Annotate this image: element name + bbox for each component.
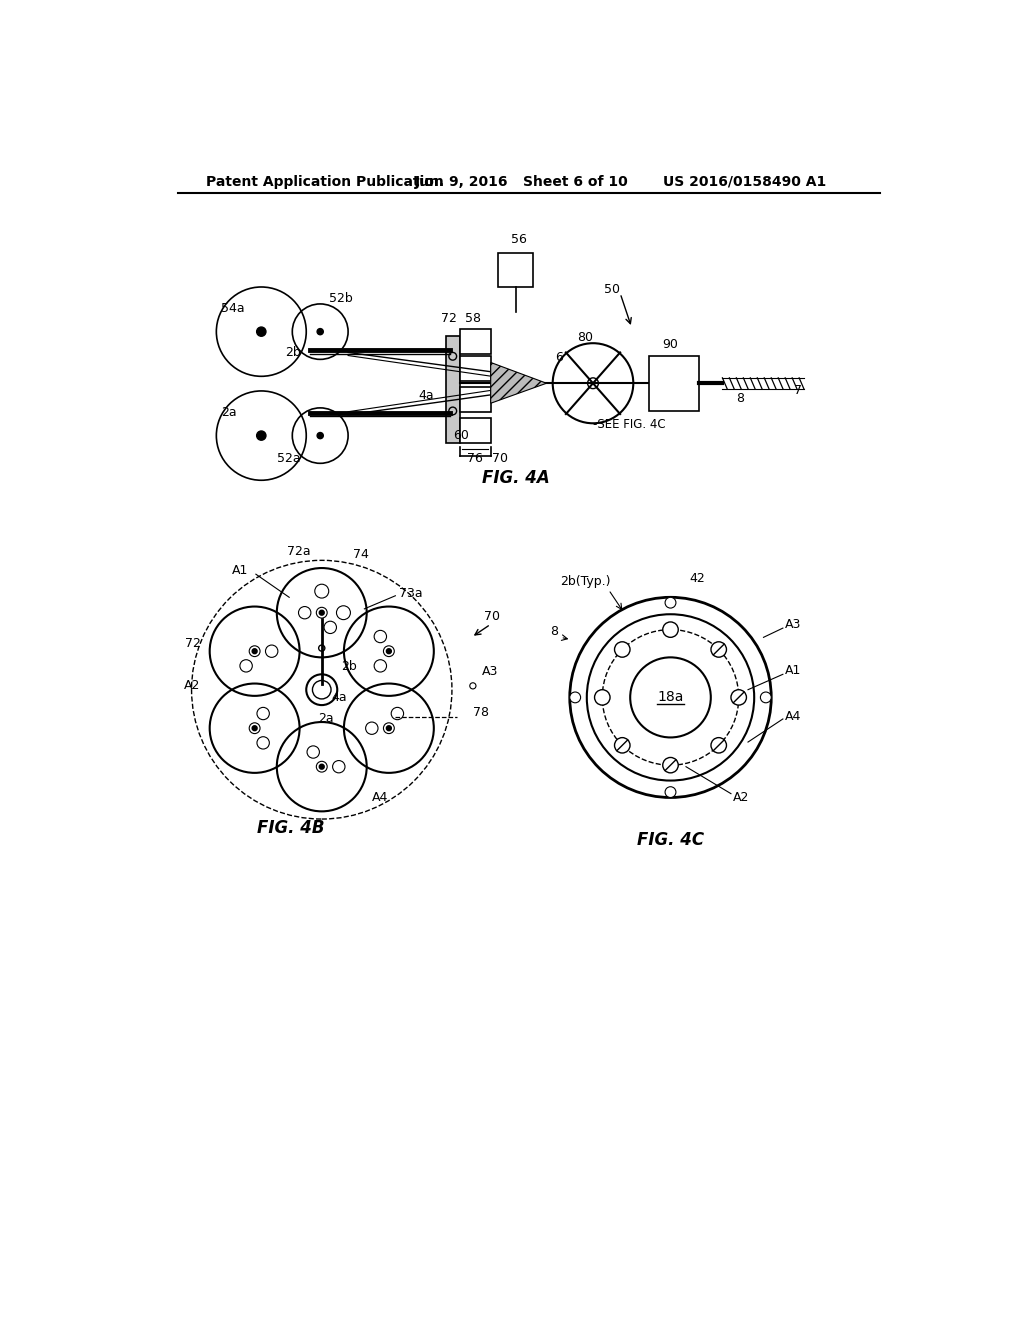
Text: 8: 8 [736,392,744,405]
Text: 76: 76 [467,453,483,465]
Circle shape [318,645,325,651]
Text: A1: A1 [232,564,249,577]
Text: 42: 42 [690,572,706,585]
Circle shape [731,689,746,705]
Bar [460,356,490,381]
Text: Sheet 6 of 10: Sheet 6 of 10 [523,174,628,189]
Text: Jun. 9, 2016: Jun. 9, 2016 [415,174,508,189]
Circle shape [614,642,630,657]
Circle shape [711,738,726,752]
Circle shape [257,327,266,337]
Text: 72a: 72a [287,545,310,557]
Text: 54a: 54a [221,302,245,315]
Circle shape [319,610,324,615]
Text: 56: 56 [511,232,527,246]
Circle shape [665,787,676,797]
Text: 73a: 73a [399,587,423,601]
Text: 4a: 4a [419,389,434,403]
Circle shape [252,649,257,653]
Text: 52a: 52a [276,453,300,465]
Text: 52b: 52b [330,292,353,305]
Text: 72: 72 [184,638,201,649]
Bar [460,387,490,412]
Circle shape [663,622,678,638]
Bar [445,335,460,444]
Text: 74: 74 [352,548,369,561]
Text: -SEE FIG. 4C: -SEE FIG. 4C [593,417,666,430]
Text: 60: 60 [454,429,469,442]
Text: US 2016/0158490 A1: US 2016/0158490 A1 [663,174,826,189]
Circle shape [319,764,324,770]
Text: FIG. 4B: FIG. 4B [257,820,325,837]
Circle shape [761,692,771,702]
Polygon shape [490,363,547,404]
Bar [460,330,490,354]
Circle shape [614,738,630,752]
Text: 72: 72 [440,312,457,325]
Circle shape [252,726,257,730]
Text: 2b: 2b [341,660,356,673]
Circle shape [386,649,391,653]
Text: A3: A3 [785,618,802,631]
Circle shape [317,433,324,438]
Circle shape [663,758,678,774]
Bar [460,418,490,442]
Circle shape [317,329,324,335]
Text: 6: 6 [555,351,563,363]
Text: 2b: 2b [286,346,301,359]
Text: 2a: 2a [317,713,334,726]
Text: A3: A3 [482,665,499,678]
Circle shape [257,432,266,441]
Text: 70: 70 [492,453,508,465]
Text: 80: 80 [578,330,593,343]
Text: 78: 78 [473,706,488,719]
Circle shape [595,689,610,705]
Text: A4: A4 [372,791,388,804]
Text: 8: 8 [550,626,558,639]
Text: 50: 50 [604,282,621,296]
Text: 2a: 2a [221,407,237,418]
Text: A2: A2 [184,680,201,693]
Text: A2: A2 [732,791,749,804]
Text: 90: 90 [663,338,679,351]
Text: 18a: 18a [657,690,684,705]
Text: 70: 70 [484,610,501,623]
Circle shape [665,597,676,609]
Text: A4: A4 [785,710,802,723]
Bar [649,355,699,411]
Text: Patent Application Publication: Patent Application Publication [206,174,443,189]
Circle shape [569,692,581,702]
Text: FIG. 4C: FIG. 4C [637,830,705,849]
Circle shape [386,726,391,730]
Text: 58: 58 [465,312,481,325]
Circle shape [711,642,726,657]
Bar [499,253,532,286]
Text: 2b(Typ.): 2b(Typ.) [560,576,610,589]
Text: FIG. 4A: FIG. 4A [481,469,549,487]
Text: 4a: 4a [331,690,347,704]
Text: A1: A1 [785,664,802,677]
Text: 7: 7 [795,384,803,397]
